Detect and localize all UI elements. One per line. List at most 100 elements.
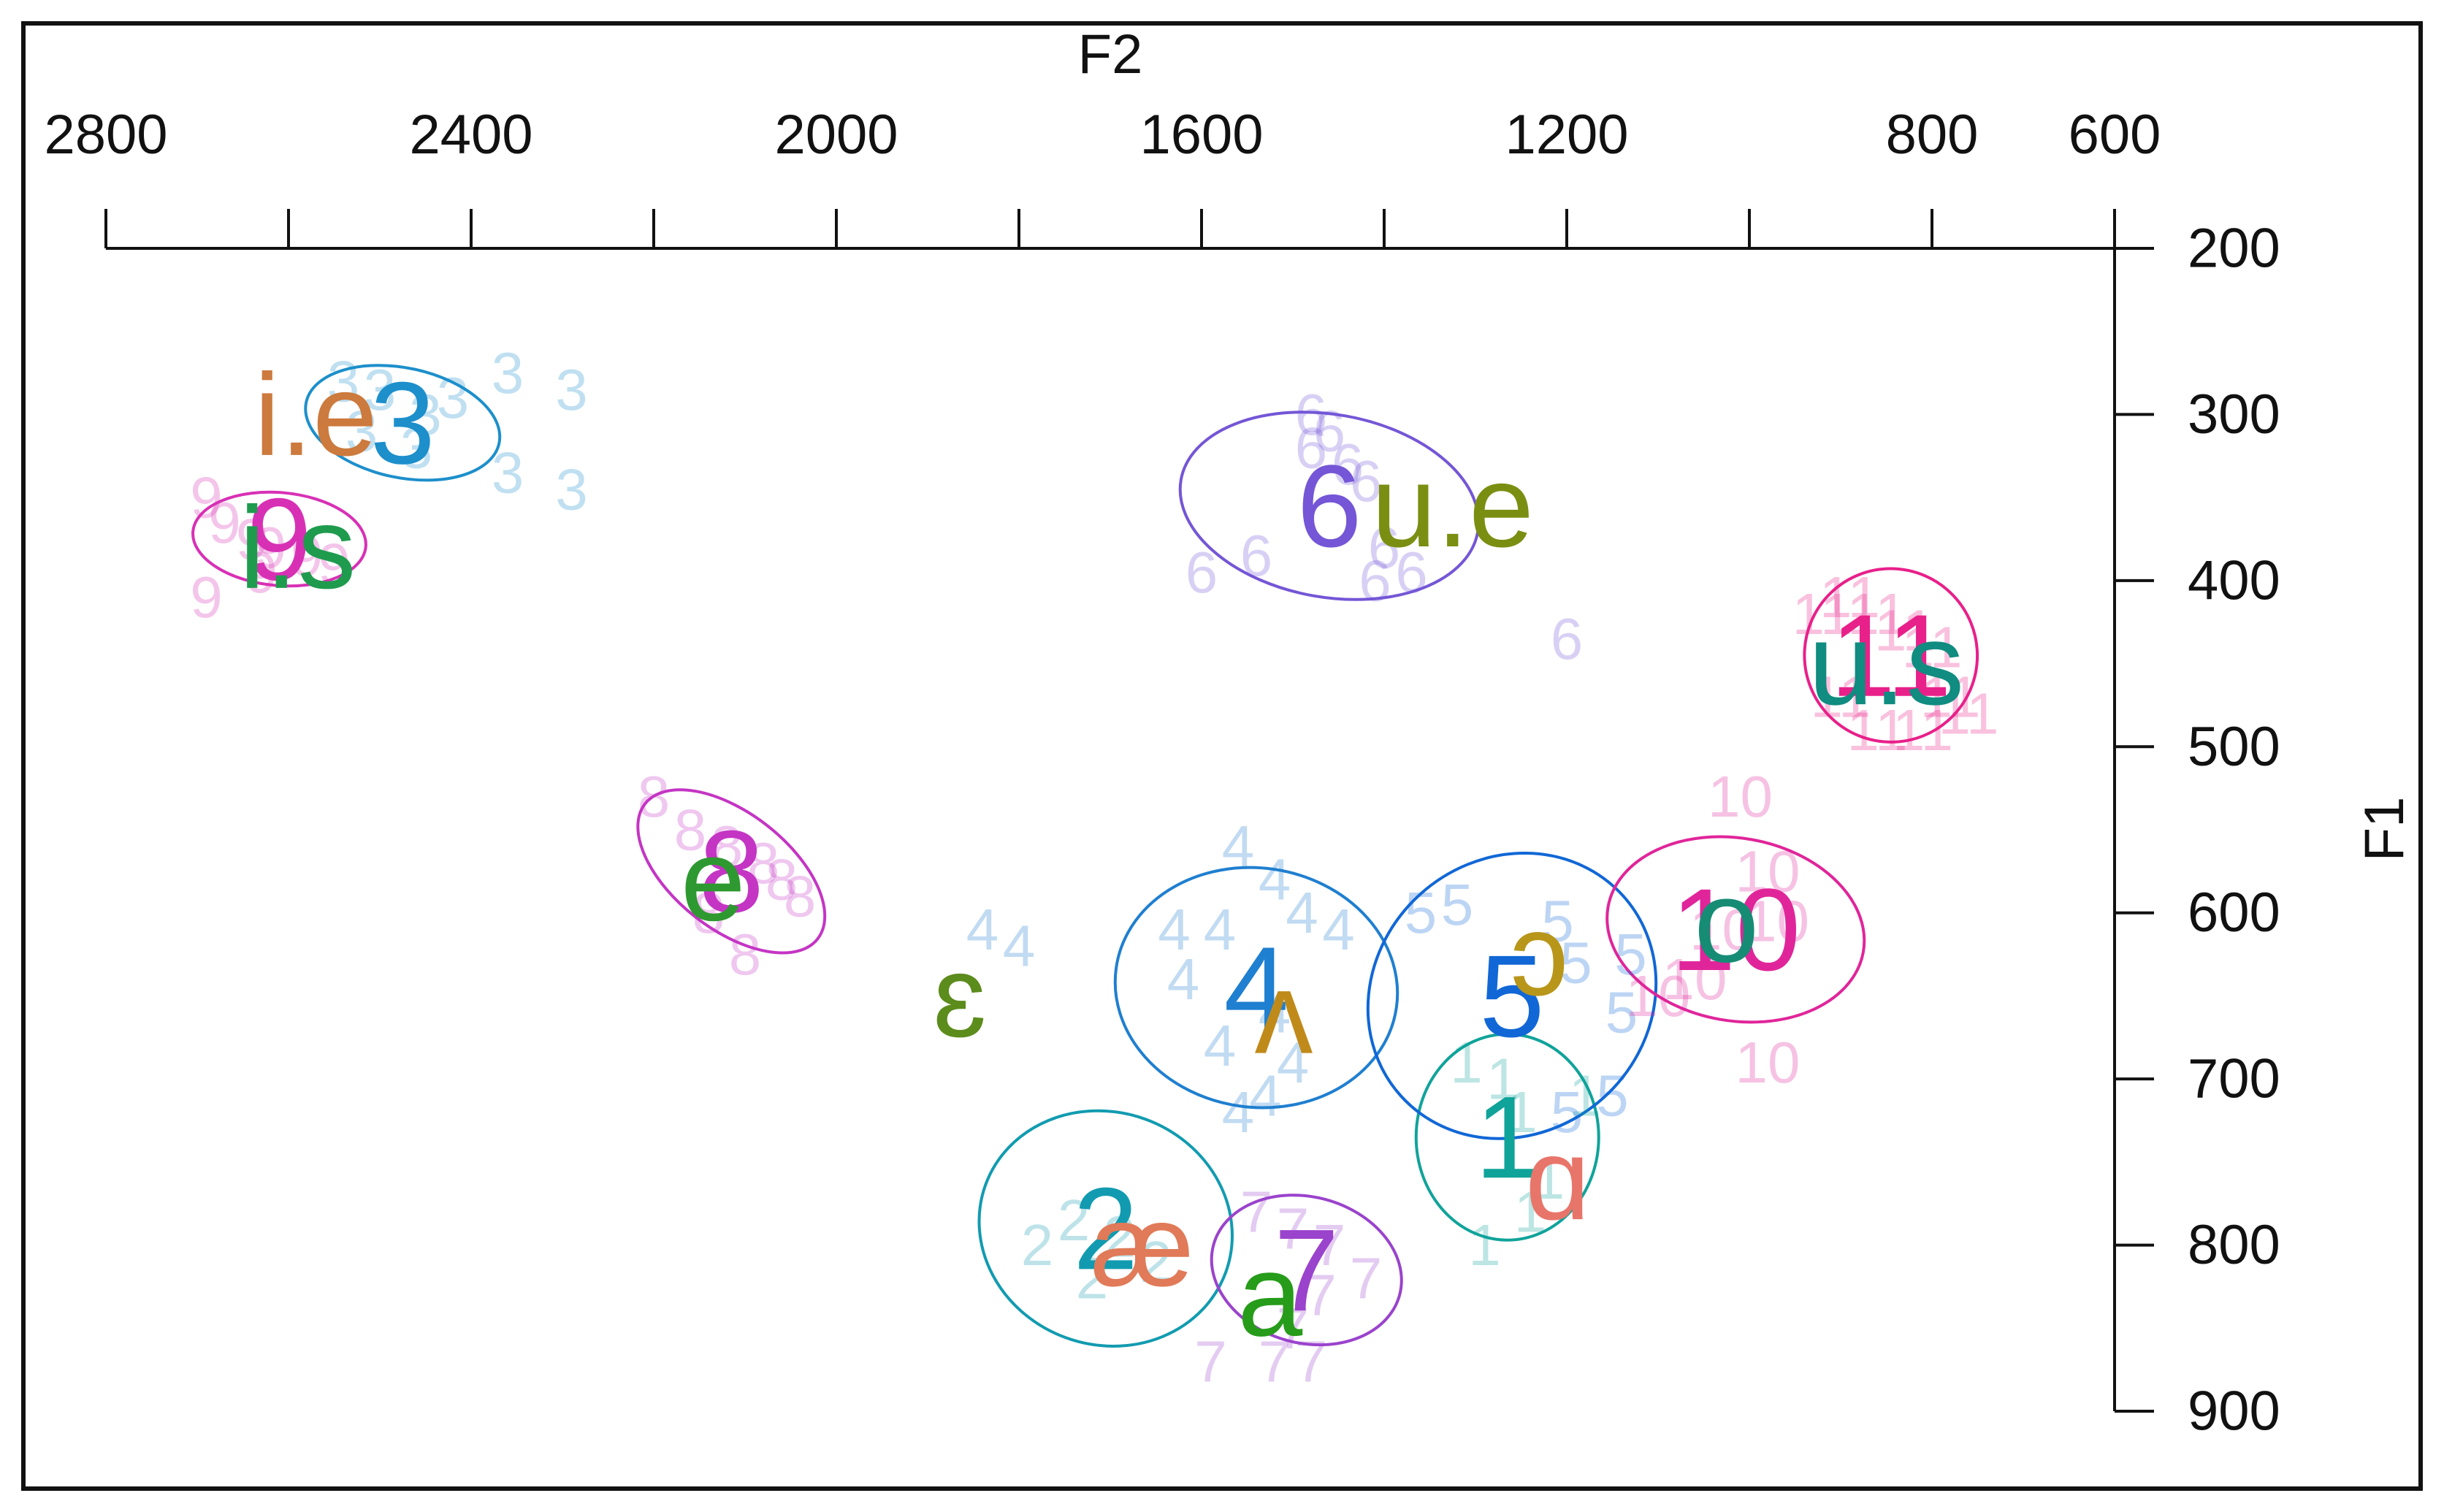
vowel-mean-label-o: o — [1694, 856, 1759, 987]
group-mean-label-8: 8 — [699, 806, 764, 936]
token-point-1: 1 — [1468, 1213, 1501, 1278]
token-point-6: 6 — [1551, 606, 1584, 671]
token-point-4: 4 — [1222, 1080, 1255, 1145]
token-point-8: 8 — [674, 798, 707, 863]
vowel-mean-label-sym: ɑ — [1525, 1113, 1590, 1244]
token-point-3: 3 — [345, 399, 378, 464]
token-point-6: 6 — [1359, 548, 1391, 613]
token-point-7: 7 — [1350, 1246, 1383, 1311]
token-point-5: 5 — [1541, 889, 1574, 954]
x-tick-label: 2000 — [774, 104, 898, 166]
token-point-3: 3 — [555, 457, 588, 522]
token-point-4: 4 — [1259, 980, 1291, 1045]
y-tick-label: 300 — [2188, 383, 2280, 446]
x-tick-label: 600 — [2069, 104, 2161, 166]
x-axis-title: F2 — [1078, 23, 1143, 85]
ellipse-6 — [1178, 411, 1481, 601]
token-point-11: 11 — [1874, 598, 1935, 663]
token-point-10: 10 — [1735, 839, 1800, 904]
token-point-10: 10 — [1744, 889, 1809, 954]
token-point-5: 5 — [1605, 980, 1638, 1045]
token-point-2: 2 — [1021, 1213, 1054, 1278]
y-tick-label: 200 — [2188, 218, 2280, 280]
group-mean-label-11: 11 — [1830, 590, 1952, 721]
token-point-3: 3 — [492, 440, 524, 505]
x-tick-label: 2800 — [44, 104, 167, 166]
token-point-9: 9 — [190, 465, 223, 530]
token-point-2: 2 — [1103, 1204, 1136, 1269]
y-tick-label: 800 — [2188, 1214, 2280, 1276]
token-point-4: 4 — [1249, 1063, 1282, 1128]
token-point-1: 1 — [1569, 1063, 1602, 1128]
token-point-11: 11 — [1920, 665, 1980, 730]
token-point-11: 11 — [1901, 614, 1962, 679]
ellipse-3 — [304, 364, 502, 482]
token-point-6: 6 — [1295, 382, 1328, 447]
y-tick-label: 500 — [2188, 716, 2280, 778]
token-point-4: 4 — [1286, 880, 1318, 945]
token-point-10: 10 — [1626, 963, 1691, 1028]
ellipse-10 — [1605, 835, 1866, 1024]
group-mean-label-9: 9 — [247, 474, 312, 605]
token-point-6: 6 — [1185, 540, 1218, 605]
token-point-4: 4 — [1222, 814, 1255, 879]
token-point-2: 2 — [1139, 1229, 1172, 1294]
axes-layer: 2800 2400 2000 1600 1200 800 60020030040050060… — [44, 104, 2280, 1443]
chart-frame — [21, 21, 2423, 1491]
y-tick-label: 400 — [2188, 549, 2280, 611]
token-point-1: 1 — [1532, 1146, 1565, 1211]
x-tick-label: 800 — [1886, 104, 1979, 166]
token-point-6: 6 — [1313, 399, 1346, 464]
token-point-7: 7 — [1304, 1262, 1337, 1327]
ellipse-5 — [1366, 852, 1658, 1140]
token-point-5: 5 — [1559, 930, 1592, 995]
x-tick-label: 2400 — [409, 104, 532, 166]
vowel-mean-label-sym: æ — [1091, 1180, 1194, 1310]
token-point-1: 1 — [1486, 1047, 1519, 1112]
token-point-5: 5 — [1551, 1080, 1584, 1145]
group-mean-label-1: 1 — [1475, 1072, 1540, 1202]
token-point-9: 9 — [236, 507, 269, 572]
token-point-7: 7 — [1194, 1329, 1227, 1394]
token-point-6: 6 — [1240, 523, 1273, 588]
y-tick-label: 700 — [2188, 1048, 2280, 1110]
token-point-7: 7 — [1240, 1180, 1273, 1245]
token-point-4: 4 — [1259, 847, 1291, 912]
group-mean-label-3: 3 — [370, 357, 435, 488]
vowel-mean-label-sym: ɔ — [1511, 889, 1569, 1020]
token-point-4: 4 — [1167, 947, 1200, 1012]
group-mean-label-7: 7 — [1274, 1204, 1339, 1335]
token-point-7: 7 — [1313, 1213, 1346, 1278]
token-point-4: 4 — [1003, 914, 1036, 979]
ellipse-7 — [1210, 1194, 1403, 1347]
token-point-4: 4 — [1204, 1013, 1237, 1078]
token-point-11: 11 — [1810, 665, 1871, 730]
vowel-mean-label-sym: ɛ — [933, 931, 986, 1061]
token-point-5: 5 — [1405, 880, 1437, 945]
y-tick-label: 900 — [2188, 1381, 2280, 1443]
vowel-mean-label-a: a — [1237, 1229, 1302, 1360]
vowel-mean-label-i-s: i.s — [240, 482, 356, 613]
token-point-3: 3 — [327, 348, 360, 413]
token-point-1: 1 — [1450, 1030, 1483, 1095]
ellipse-layer — [191, 364, 1979, 1348]
group-mean-label-10: 10 — [1670, 864, 1800, 995]
token-point-2: 2 — [1076, 1246, 1109, 1311]
token-point-10: 10 — [1735, 1030, 1800, 1095]
token-point-7: 7 — [1277, 1296, 1310, 1361]
token-point-6: 6 — [1395, 540, 1428, 605]
token-point-3: 3 — [400, 415, 433, 480]
token-point-9: 9 — [208, 490, 241, 555]
token-point-9: 9 — [254, 515, 287, 580]
token-point-5: 5 — [1441, 872, 1474, 937]
token-point-6: 6 — [1332, 432, 1364, 497]
vowel-mean-layer: i.ei.s u.e u.s e ɛ ʌ ɔ oɑ æ a — [240, 349, 1965, 1360]
ellipse-11 — [1803, 567, 1979, 744]
group-mean-label-4: 4 — [1224, 923, 1289, 1053]
token-point-6: 6 — [1295, 415, 1328, 480]
token-point-9: 9 — [291, 523, 324, 588]
vowel-mean-label-u-s: u.s — [1809, 598, 1964, 729]
token-point-4: 4 — [966, 897, 999, 962]
token-point-5: 5 — [1596, 1063, 1629, 1128]
token-point-10: 10 — [1662, 947, 1727, 1012]
